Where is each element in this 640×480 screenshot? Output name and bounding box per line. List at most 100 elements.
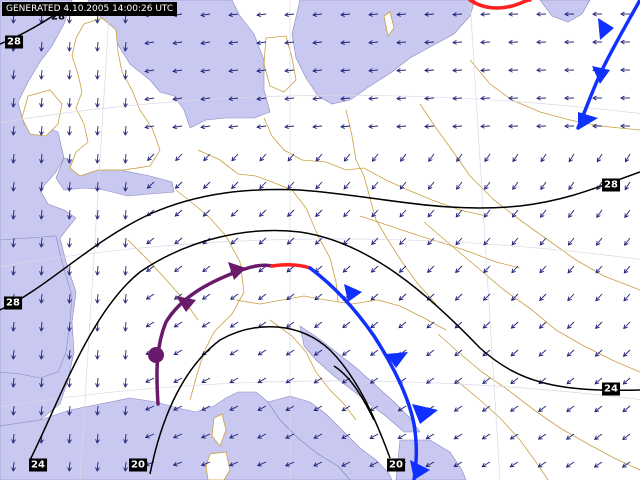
wind-arrow-icon: [453, 462, 459, 467]
warm-front: [270, 262, 312, 270]
wind-arrow-icon: [370, 349, 379, 356]
wind-arrow-icon: [540, 153, 547, 162]
isoline-20-inner: [333, 365, 375, 421]
wind-arrow-icon: [124, 461, 127, 472]
wind-arrow-icon: [95, 355, 100, 360]
wind-arrow-icon: [285, 13, 295, 16]
wind-arrow-icon: [453, 407, 459, 412]
wind-arrow-icon: [426, 433, 435, 440]
wind-arrow-icon: [620, 123, 625, 129]
wind-arrow-icon: [623, 296, 628, 302]
wind-arrow-icon: [285, 433, 295, 439]
wind-arrow-icon: [123, 411, 128, 416]
wind-arrow-icon: [172, 434, 178, 439]
wind-arrow-icon: [257, 13, 267, 16]
wind-arrow-icon: [539, 213, 545, 218]
wind-arrow-icon: [229, 434, 234, 439]
wind-arrow-icon: [67, 19, 72, 24]
wind-arrow-icon: [370, 377, 379, 384]
wind-arrow-icon: [595, 324, 600, 330]
wind-arrow-icon: [371, 184, 377, 190]
wind-arrow-icon: [123, 355, 128, 360]
wind-arrow-icon: [287, 181, 295, 189]
wind-arrow-icon: [368, 124, 373, 129]
wind-arrow-icon: [539, 296, 544, 302]
wind-arrow-icon: [285, 461, 295, 467]
wind-arrow-icon: [596, 181, 603, 190]
wind-arrow-icon: [96, 41, 99, 52]
wind-arrow-icon: [396, 124, 401, 129]
wind-arrow-icon: [287, 212, 292, 218]
wind-arrow-icon: [146, 237, 155, 244]
wind-arrow-icon: [340, 12, 345, 17]
wind-arrow-icon: [595, 268, 601, 274]
wind-arrow-icon: [146, 239, 152, 245]
wind-arrow-icon: [566, 379, 572, 385]
wind-arrow-icon: [201, 406, 207, 411]
wind-arrow-icon: [396, 40, 401, 45]
wind-arrow-icon: [201, 125, 211, 128]
wind-arrow-icon: [539, 321, 547, 329]
wind-arrow-icon: [484, 181, 491, 190]
wind-arrow-icon: [228, 462, 234, 467]
wind-arrow-icon: [144, 434, 150, 439]
wind-arrow-icon: [369, 433, 379, 439]
wind-arrow-icon: [68, 97, 71, 108]
contour-label-24: 24: [602, 382, 620, 396]
wind-arrow-icon: [340, 96, 345, 101]
wind-arrow-icon: [371, 240, 376, 246]
wind-arrow-icon: [424, 124, 429, 129]
wind-arrow-icon: [40, 349, 43, 360]
wind-arrow-icon: [12, 209, 15, 220]
wind-arrow-icon: [313, 406, 319, 411]
isoline-20-left: [149, 325, 391, 475]
wind-arrow-icon: [480, 11, 485, 17]
wind-arrow-icon: [537, 463, 543, 468]
wind-arrow-icon: [11, 355, 16, 360]
wind-arrow-icon: [146, 267, 151, 272]
wind-arrow-icon: [146, 293, 155, 300]
wind-arrow-icon: [592, 95, 597, 101]
wind-arrow-icon: [95, 383, 100, 388]
wind-arrow-icon: [510, 324, 516, 329]
cold-front-central: [308, 266, 419, 480]
wind-arrow-icon: [173, 97, 183, 100]
wind-arrow-icon: [482, 351, 488, 357]
wind-arrow-icon: [512, 157, 517, 163]
wind-arrow-icon: [95, 103, 100, 108]
wind-arrow-icon: [257, 406, 263, 411]
wind-arrow-icon: [40, 125, 43, 136]
wind-arrow-icon: [173, 406, 178, 411]
wind-arrow-icon: [39, 383, 44, 388]
wind-arrow-icon: [398, 321, 407, 329]
wind-arrow-icon: [95, 299, 100, 304]
wind-arrow-icon: [39, 299, 44, 304]
wind-arrow-icon: [344, 153, 351, 162]
wind-arrow-icon: [173, 41, 183, 44]
wind-arrow-icon: [369, 434, 375, 439]
wind-arrow-icon: [172, 96, 178, 102]
wind-arrow-icon: [340, 125, 351, 128]
north-sea: [87, 0, 271, 129]
front-triangle-icon: [412, 404, 438, 424]
wind-arrow-icon: [68, 461, 71, 472]
wind-arrow-icon: [40, 321, 43, 332]
wind-arrow-icon: [512, 209, 519, 218]
wind-arrow-icon: [396, 41, 407, 44]
wind-arrow-icon: [342, 268, 348, 273]
wind-arrow-icon: [537, 435, 543, 440]
wind-arrow-icon: [172, 461, 178, 467]
wind-arrow-icon: [536, 39, 541, 45]
wind-arrow-icon: [425, 434, 431, 440]
wind-arrow-icon: [67, 215, 72, 220]
wind-arrow-icon: [341, 406, 347, 412]
wind-arrow-icon: [123, 47, 128, 52]
wind-arrow-icon: [454, 349, 463, 357]
wind-arrow-icon: [539, 293, 547, 301]
wind-arrow-icon: [68, 237, 71, 248]
wind-arrow-icon: [509, 462, 515, 468]
wind-arrow-icon: [511, 268, 516, 274]
wind-arrow-icon: [341, 461, 351, 467]
wind-arrow-icon: [286, 349, 295, 356]
wind-arrow-icon: [200, 124, 206, 130]
